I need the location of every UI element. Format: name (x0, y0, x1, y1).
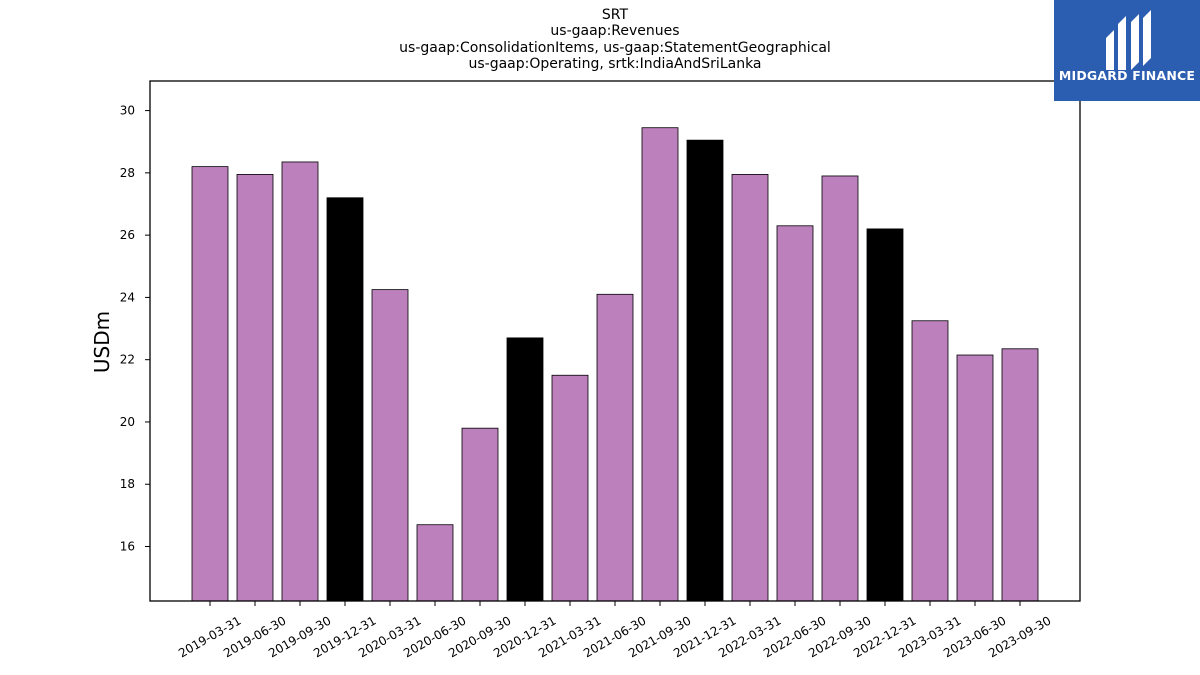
y-tick-label: 30 (120, 104, 135, 118)
bar-2020-03-31 (371, 289, 409, 602)
bar-2020-06-30 (416, 524, 454, 602)
logo-text: MIDGARD FINANCE (1058, 68, 1196, 83)
bar-2021-06-30 (596, 293, 634, 602)
bar-2020-12-31 (506, 337, 544, 602)
bar-2022-12-31 (866, 228, 904, 602)
bar-2019-06-30 (236, 174, 274, 602)
bar-2019-09-30 (281, 161, 319, 602)
bar-2019-03-31 (191, 166, 229, 602)
midgard-finance-logo: MIDGARD FINANCE (1054, 0, 1200, 101)
chart-title-line: us-gaap:ConsolidationItems, us-gaap:Stat… (399, 39, 831, 56)
bars-layer (191, 127, 1039, 602)
chart-title-line: us-gaap:Revenues (550, 23, 680, 40)
y-tick-label: 16 (120, 540, 135, 554)
y-tick-label: 24 (120, 290, 135, 304)
y-tick-label: 20 (120, 415, 135, 429)
midgard-logo-icon (1106, 10, 1151, 70)
y-axis-label: USDm (90, 311, 114, 373)
y-tick-label: 28 (120, 166, 135, 180)
chart-title-line: SRT (601, 7, 629, 23)
y-axis: 16 18 20 22 24 26 28 30 (120, 104, 150, 554)
bar-2019-12-31 (326, 197, 364, 602)
bar-2022-06-30 (776, 225, 814, 602)
bar-2022-03-31 (731, 174, 769, 602)
chart-title-line: us-gaap:Operating, srtk:IndiaAndSriLanka (468, 56, 762, 73)
bar-2023-09-30 (1001, 348, 1039, 602)
bar-2021-12-31 (686, 139, 724, 602)
y-tick-label: 22 (120, 353, 135, 367)
y-tick-label: 26 (120, 228, 135, 242)
bar-2020-09-30 (461, 427, 499, 602)
bar-2022-09-30 (821, 175, 859, 602)
x-axis: 2019-03-312019-06-302019-09-302019-12-31… (176, 601, 1054, 660)
bar-2021-03-31 (551, 374, 589, 602)
y-tick-label: 18 (120, 477, 135, 491)
chart-title: SRT us-gaap:Revenues us-gaap:Consolidati… (0, 7, 1200, 73)
bar-2023-06-30 (956, 354, 994, 602)
bar-2023-03-31 (911, 320, 949, 602)
bar-2021-09-30 (641, 127, 679, 602)
